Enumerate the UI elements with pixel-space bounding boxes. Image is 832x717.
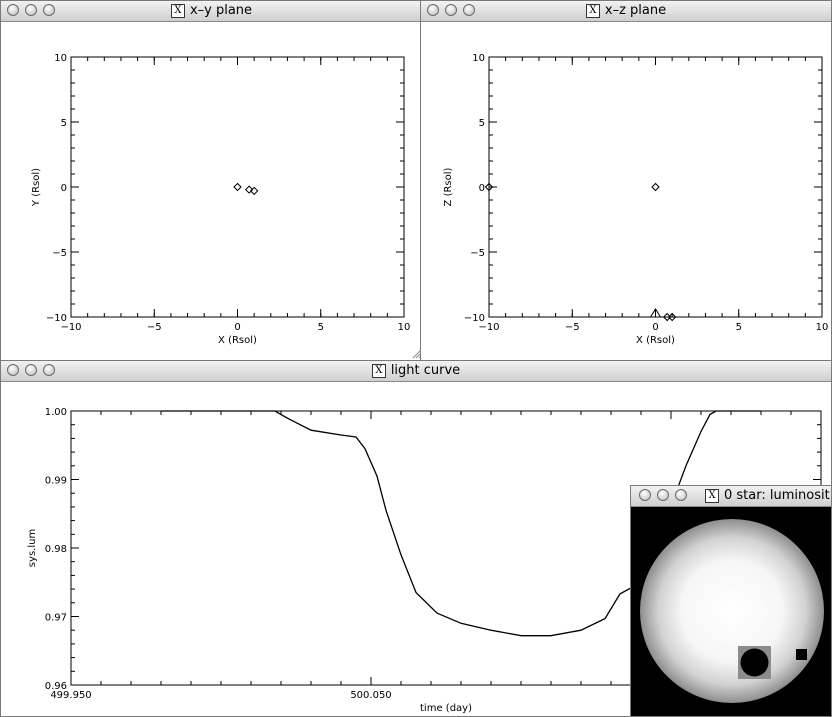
- y-tick-label: −10: [46, 313, 67, 324]
- x-axis-label: time (day): [420, 703, 472, 714]
- x-tick-label: −5: [565, 322, 580, 333]
- x-tick-label: 499.950: [50, 690, 91, 701]
- y-tick-label: 0.98: [45, 544, 67, 555]
- data-point-diamond: [667, 312, 677, 322]
- x11-icon: X: [585, 4, 600, 18]
- y-axis-label: Y (Rsol): [31, 168, 42, 207]
- window-title-text: 0 star: luminosit: [724, 488, 830, 503]
- y-tick-label: −5: [52, 248, 67, 259]
- planet-disk: [740, 648, 769, 677]
- minimize-button[interactable]: [445, 4, 457, 16]
- plot-frame: [488, 56, 823, 318]
- y-tick-label: 0.99: [45, 476, 67, 487]
- star-disk: [640, 519, 824, 703]
- close-button[interactable]: [427, 4, 439, 16]
- x-tick-label: 5: [736, 322, 742, 333]
- star-luminosity-titlebar[interactable]: X 0 star: luminosit: [631, 486, 831, 507]
- y-tick-label: −10: [464, 313, 485, 324]
- x11-icon: X: [705, 489, 719, 503]
- y-tick-label: −5: [470, 248, 485, 259]
- x-tick-label: −5: [147, 322, 162, 333]
- resize-grip-icon[interactable]: [411, 349, 421, 359]
- zoom-button[interactable]: [463, 4, 475, 16]
- window-title-text: light curve: [390, 363, 461, 378]
- data-point-diamond: [244, 185, 254, 194]
- x-axis-label: X (Rsol): [636, 335, 675, 346]
- window-title-text: x–z plane: [604, 3, 667, 18]
- minimize-button[interactable]: [25, 364, 37, 376]
- zoom-button[interactable]: [43, 4, 55, 16]
- y-tick-label: 0: [479, 183, 485, 194]
- xz-plot: −10 −5 0 5 10 −10 −5 0 5 10 X (Rsol) Z (Rsol): [443, 53, 829, 346]
- x-tick-label: 0: [234, 322, 240, 333]
- data-point-diamond: [249, 186, 259, 196]
- xy-plot: −10 −5 0 5 10 −10 −5 0 5 10 X (Rsol) Y (Rsol): [31, 53, 411, 346]
- star-disk-image: [631, 507, 831, 716]
- y-tick-label: 5: [479, 118, 485, 129]
- data-point-triangle: [650, 308, 661, 318]
- x-axis-label: X (Rsol): [218, 335, 257, 346]
- data-point-diamond: [484, 182, 494, 192]
- y-tick-label: 0: [61, 183, 67, 194]
- zoom-button[interactable]: [675, 489, 687, 501]
- moon-disk: [796, 649, 807, 660]
- y-axis-label: Z (Rsol): [443, 167, 454, 206]
- y-tick-label: 10: [472, 53, 485, 64]
- x-tick-label: 10: [816, 322, 829, 333]
- x-tick-label: −10: [478, 322, 499, 333]
- light-curve-line: [161, 410, 761, 637]
- x11-icon: X: [371, 364, 386, 378]
- x-tick-label: 500.050: [350, 690, 391, 701]
- minimize-button[interactable]: [657, 489, 669, 501]
- y-tick-label: 5: [61, 118, 67, 129]
- minimize-button[interactable]: [25, 4, 37, 16]
- plot-frame: [70, 56, 405, 318]
- close-button[interactable]: [7, 4, 19, 16]
- x11-icon: X: [170, 4, 185, 18]
- window-title: X 0 star: luminosit: [705, 488, 831, 503]
- close-button[interactable]: [7, 364, 19, 376]
- data-point-diamond: [233, 182, 242, 192]
- y-axis-label: sys.lum: [27, 529, 38, 567]
- x-tick-label: 0: [652, 322, 658, 333]
- zoom-button[interactable]: [43, 364, 55, 376]
- close-button[interactable]: [639, 489, 651, 501]
- x-tick-label: 10: [398, 322, 411, 333]
- y-tick-label: 10: [54, 53, 67, 64]
- y-tick-label: 0.97: [45, 613, 67, 624]
- x-tick-label: 5: [318, 322, 324, 333]
- x-tick-label: −10: [60, 322, 81, 333]
- star-luminosity-window: X 0 star: luminosit: [630, 485, 832, 717]
- y-tick-label: 0.96: [45, 681, 67, 692]
- y-tick-label: 1.00: [45, 407, 67, 418]
- data-point-diamond: [651, 182, 660, 192]
- window-title-text: x–y plane: [189, 3, 253, 18]
